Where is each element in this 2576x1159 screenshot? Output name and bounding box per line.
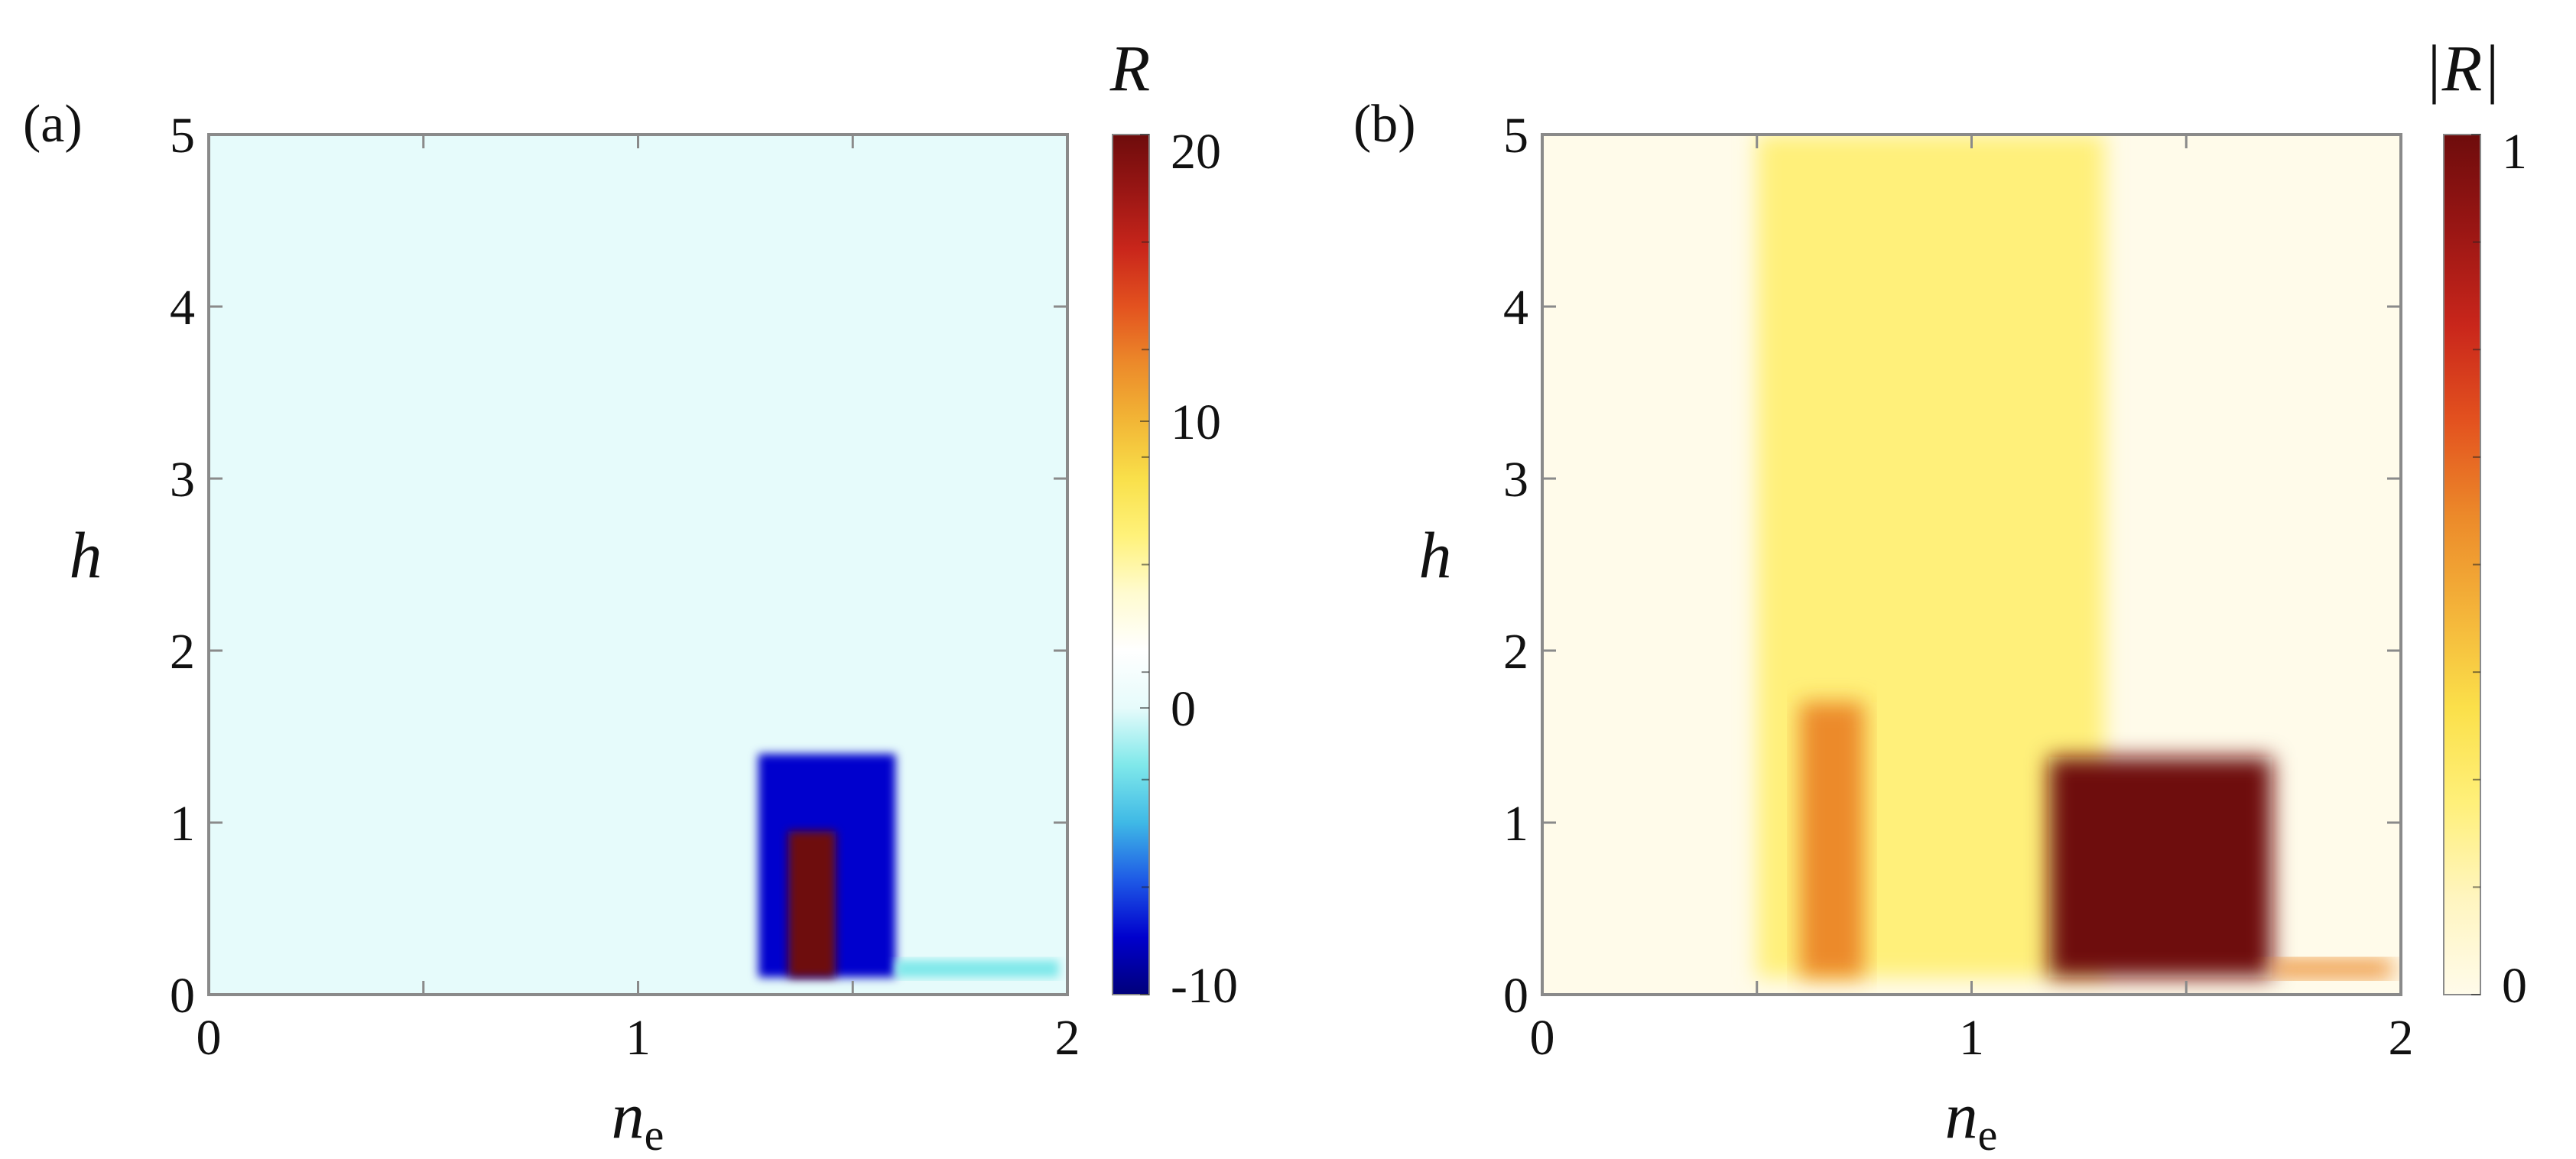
y-tick-label: 3 xyxy=(1503,452,1528,508)
x-tick-label: 2 xyxy=(2389,1010,2414,1066)
panel-b-colorbar-title: |R| xyxy=(2424,31,2500,105)
panel-a-xlabel-sub: e xyxy=(645,1110,664,1159)
colorbar-tick-label: 0 xyxy=(2502,958,2527,1014)
panel-a-xlabel: ne xyxy=(612,1079,664,1159)
y-tick-label: 5 xyxy=(170,108,195,164)
panel-b-ylabel: h xyxy=(1419,518,1452,592)
panel-b-label: (b) xyxy=(1353,95,1416,154)
heatmap-region-3 xyxy=(2048,757,2272,978)
y-tick-label: 1 xyxy=(170,796,195,852)
heatmap-stripe-2 xyxy=(1799,702,1865,978)
y-tick-label: 0 xyxy=(1503,968,1528,1024)
panel-b-xlabel: ne xyxy=(1945,1079,1998,1159)
heatmap-tail-4 xyxy=(2272,960,2392,978)
heatmap-tail-4 xyxy=(895,960,1059,978)
heatmap-region-3 xyxy=(788,831,836,978)
x-tick-label: 1 xyxy=(625,1010,651,1066)
y-tick-label: 5 xyxy=(1503,108,1528,164)
panel-a-colorbar-title: R xyxy=(1109,31,1151,105)
y-tick-label: 2 xyxy=(170,624,195,680)
colorbar-tick-label: 0 xyxy=(1171,681,1196,737)
heatmap-band-1 xyxy=(500,135,772,978)
x-tick-label: 0 xyxy=(1530,1010,1555,1066)
panel-b-heatmap xyxy=(1542,135,2401,995)
x-tick-label: 0 xyxy=(197,1010,222,1066)
colorbar-tick-label: 10 xyxy=(1171,394,1221,450)
x-tick-label: 1 xyxy=(1959,1010,1984,1066)
panel-a-colorbar-ticks: 20 10 0 -10 xyxy=(1140,124,1238,1014)
panel-a-ylabel: h xyxy=(70,518,102,592)
colorbar-tick-label: 1 xyxy=(2502,124,2527,180)
panel-b-colorbar-ticks: 10 xyxy=(2471,124,2527,1014)
colorbar-tick-label: -10 xyxy=(1171,958,1238,1014)
panel-a-colorbar: 20 10 0 -10 R xyxy=(1109,31,1238,1014)
y-tick-label: 1 xyxy=(1503,796,1528,852)
panel-b-xlabel-sub: e xyxy=(1978,1110,1998,1159)
y-tick-label: 0 xyxy=(170,968,195,1024)
x-tick-label: 2 xyxy=(1055,1010,1080,1066)
y-tick-label: 3 xyxy=(170,452,195,508)
y-tick-label: 2 xyxy=(1503,624,1528,680)
panel-b-xlabel-main: n xyxy=(1945,1079,1978,1152)
panel-a-label: (a) xyxy=(23,95,83,154)
panel-b-ticks: 0 1 2 0 1 2 3 4 5 xyxy=(1503,108,2414,1066)
colorbar-tick-label: 20 xyxy=(1171,124,1221,180)
panel-a-xlabel-main: n xyxy=(612,1079,645,1152)
panel-a-heatmap xyxy=(209,135,1067,995)
y-tick-label: 4 xyxy=(170,280,195,336)
panel-b-colorbar: 10 |R| xyxy=(2424,31,2527,1014)
panel-a-ticks: 0 1 2 0 1 2 3 4 5 xyxy=(170,108,1080,1066)
y-tick-label: 4 xyxy=(1503,280,1528,336)
